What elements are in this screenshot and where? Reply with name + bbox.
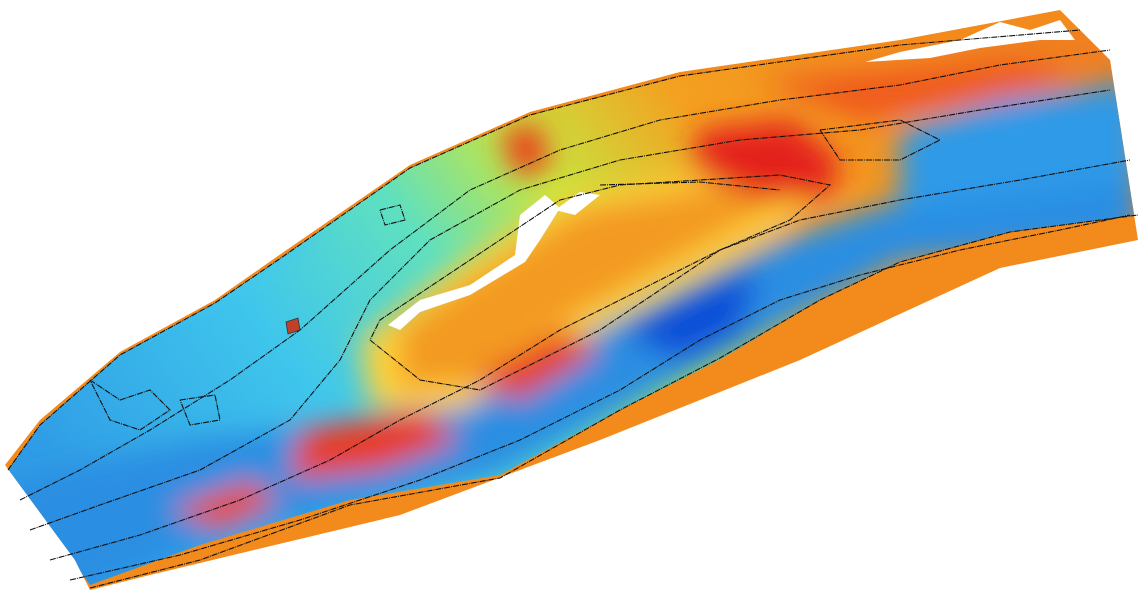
page [0, 0, 1138, 591]
bathymetry-map [0, 0, 1138, 591]
